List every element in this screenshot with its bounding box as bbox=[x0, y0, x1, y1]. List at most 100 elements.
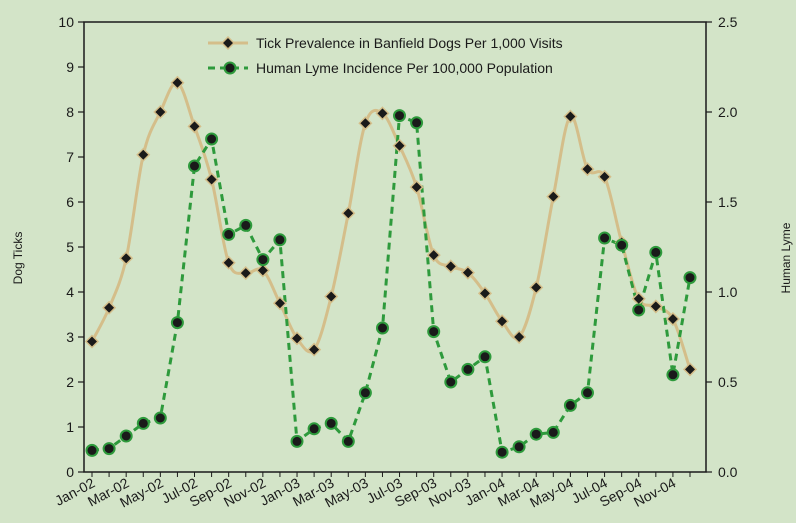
y2-tick-label: 2.5 bbox=[718, 14, 738, 30]
y-tick-label: 1 bbox=[66, 419, 74, 435]
human-lyme-point bbox=[563, 398, 577, 412]
human-lyme-point bbox=[290, 434, 304, 448]
tick-prevalence-point bbox=[187, 119, 202, 134]
y-tick-label: 3 bbox=[66, 329, 74, 345]
y2-tick-label: 0.5 bbox=[718, 374, 738, 390]
y-tick-label: 6 bbox=[66, 194, 74, 210]
tick-prevalence-point bbox=[170, 75, 185, 90]
tick-prevalence-point bbox=[324, 289, 339, 304]
tick-prevalence-point bbox=[272, 296, 288, 311]
human-lyme-point bbox=[222, 227, 236, 241]
tick-prevalence-point bbox=[580, 162, 595, 177]
tick-prevalence-point bbox=[307, 342, 322, 357]
y2-tick-label: 1.0 bbox=[718, 284, 738, 300]
human-lyme-point bbox=[358, 386, 372, 400]
human-lyme-point bbox=[324, 416, 338, 430]
tick-prevalence-point bbox=[341, 206, 356, 221]
series-line-human-lyme bbox=[91, 113, 692, 455]
tick-prevalence-point bbox=[102, 300, 117, 315]
tick-prevalence-point bbox=[221, 255, 236, 270]
y2-tick-label: 1.5 bbox=[718, 194, 738, 210]
tick-prevalence-point bbox=[529, 280, 544, 295]
tick-prevalence-point bbox=[409, 180, 424, 195]
human-lyme-point bbox=[478, 350, 492, 364]
human-lyme-point bbox=[546, 425, 560, 439]
tick-prevalence-point bbox=[494, 314, 510, 329]
human-lyme-point bbox=[153, 411, 167, 425]
human-lyme-point bbox=[102, 442, 116, 456]
human-lyme-point bbox=[529, 427, 543, 441]
tick-prevalence-point bbox=[460, 265, 475, 280]
y-tick-label: 5 bbox=[66, 239, 74, 255]
tick-prevalence-point bbox=[665, 311, 680, 327]
tick-prevalence-point bbox=[119, 251, 134, 266]
human-lyme-point bbox=[256, 253, 270, 267]
tick-prevalence-point bbox=[255, 263, 270, 278]
y-tick-label: 7 bbox=[66, 149, 74, 165]
human-lyme-point bbox=[683, 271, 697, 285]
human-lyme-point bbox=[136, 416, 150, 430]
y-tick-label: 8 bbox=[66, 104, 74, 120]
human-lyme-point bbox=[393, 109, 406, 123]
legend-label-ticks: Tick Prevalence in Banfield Dogs Per 1,0… bbox=[256, 35, 563, 51]
tick-prevalence-point bbox=[682, 362, 698, 377]
human-lyme-point bbox=[666, 368, 680, 382]
tick-prevalence-point bbox=[648, 299, 663, 314]
human-lyme-point bbox=[512, 440, 526, 454]
tick-prevalence-point bbox=[153, 104, 168, 120]
human-lyme-point bbox=[427, 325, 441, 339]
tick-prevalence-point bbox=[597, 169, 612, 184]
y-tick-label: 10 bbox=[58, 14, 74, 30]
legend: Tick Prevalence in Banfield Dogs Per 1,0… bbox=[208, 35, 563, 76]
y-tick-label: 4 bbox=[66, 284, 74, 300]
tick-prevalence-point bbox=[392, 138, 407, 153]
legend-marker-lyme bbox=[223, 61, 237, 75]
human-lyme-point bbox=[85, 443, 99, 457]
tick-prevalence-point bbox=[512, 329, 527, 345]
tick-prevalence-point bbox=[136, 147, 151, 162]
tick-prevalence-point bbox=[477, 286, 493, 301]
human-lyme-point bbox=[119, 429, 133, 443]
human-lyme-point bbox=[410, 116, 424, 130]
human-lyme-point bbox=[649, 245, 663, 259]
y-axis-ticks: 0 1 2 3 4 5 6 7 8 9 10 bbox=[58, 14, 84, 480]
human-lyme-point bbox=[581, 386, 594, 400]
y2-axis-ticks: 0.0 0.5 1.0 1.5 2.0 2.5 bbox=[706, 14, 738, 480]
series-layer bbox=[84, 75, 698, 459]
human-lyme-point bbox=[307, 422, 321, 436]
legend-marker-ticks bbox=[220, 35, 236, 51]
human-lyme-point bbox=[632, 303, 646, 317]
tick-prevalence-point bbox=[426, 248, 441, 263]
human-lyme-point bbox=[188, 159, 201, 173]
human-lyme-point bbox=[341, 434, 355, 448]
human-lyme-point bbox=[461, 362, 475, 376]
human-lyme-point bbox=[376, 321, 389, 335]
tick-prevalence-point bbox=[289, 331, 305, 346]
tick-prevalence-point bbox=[204, 172, 219, 187]
y2-axis-title: Human Lyme bbox=[779, 222, 793, 293]
tick-prevalence-point bbox=[238, 266, 253, 281]
legend-label-lyme: Human Lyme Incidence Per 100,000 Populat… bbox=[256, 60, 553, 76]
tick-prevalence-point bbox=[563, 109, 578, 124]
y2-tick-label: 2.0 bbox=[718, 104, 738, 120]
x-axis-ticks: Jan-02Mar-02May-02Jul-02Sep-02Nov-02Jan-… bbox=[52, 472, 691, 511]
y-tick-label: 0 bbox=[66, 464, 74, 480]
y-tick-label: 9 bbox=[66, 59, 74, 75]
tick-prevalence-point bbox=[84, 334, 100, 349]
tick-prevalence-point bbox=[546, 189, 561, 204]
human-lyme-point bbox=[273, 233, 287, 247]
y-tick-label: 2 bbox=[66, 374, 74, 390]
human-lyme-point bbox=[170, 316, 184, 330]
human-lyme-point bbox=[444, 375, 458, 389]
human-lyme-point bbox=[495, 445, 509, 459]
tick-prevalence-point bbox=[443, 259, 458, 274]
tick-prevalence-point bbox=[358, 116, 373, 131]
y-axis-title: Dog Ticks bbox=[11, 232, 25, 285]
human-lyme-point bbox=[239, 218, 253, 232]
human-lyme-point bbox=[615, 238, 629, 252]
y2-tick-label: 0.0 bbox=[718, 464, 738, 480]
tick-prevalence-point bbox=[375, 106, 390, 121]
human-lyme-point bbox=[598, 231, 612, 245]
human-lyme-point bbox=[205, 132, 219, 146]
